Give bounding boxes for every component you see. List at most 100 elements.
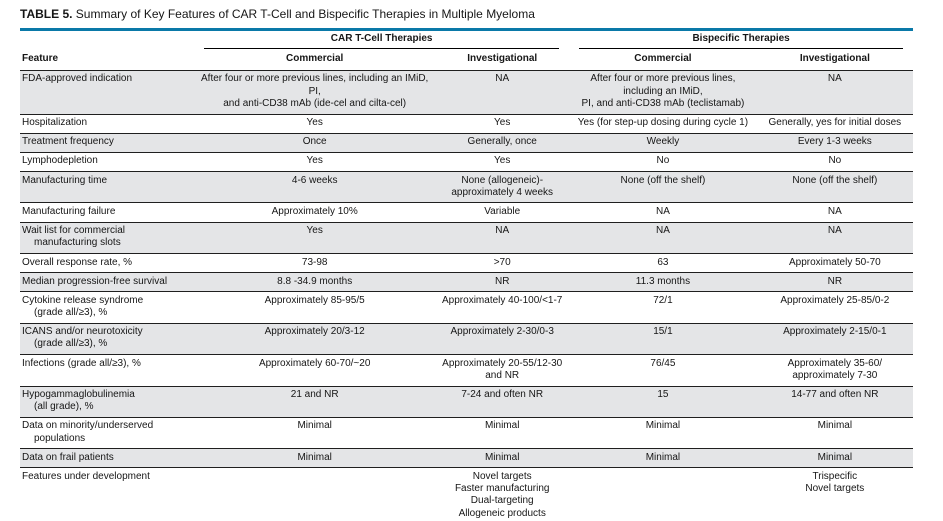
- feature-cell: Data on minority/underserved populations: [22, 420, 154, 444]
- value-cell: Minimal: [817, 420, 853, 432]
- value-cell: 76/45: [650, 357, 676, 369]
- value-cell: NR: [494, 275, 510, 287]
- value-cell: 15: [657, 389, 669, 401]
- value-cell: Approximately 50-70: [788, 256, 881, 268]
- value-cell: Minimal: [645, 420, 681, 432]
- value-cell: NA: [655, 225, 670, 237]
- value-cell: None (allogeneic)- approximately 4 weeks: [451, 174, 554, 198]
- value-cell: Approximately 40-100/<1-7: [442, 294, 563, 306]
- value-cell: Minimal: [484, 451, 520, 463]
- feature-cell: Data on frail patients: [22, 451, 114, 463]
- value-cell: Yes: [306, 225, 323, 237]
- value-cell: 7-24 and often NR: [461, 389, 544, 401]
- value-cell: Minimal: [817, 451, 853, 463]
- value-cell: Approximately 20-55/12-30 and NR: [442, 357, 563, 381]
- value-cell: Approximately 2-30/0-3: [450, 326, 554, 338]
- group-header-car-t-label: CAR T-Cell Therapies: [204, 31, 560, 49]
- value-cell: After four or more previous lines, inclu…: [581, 73, 745, 109]
- column-header-cart-commercial: Commercial: [286, 52, 344, 64]
- feature-cell: Manufacturing failure: [22, 205, 116, 217]
- table-row: ICANS and/or neurotoxicity (grade all/≥3…: [20, 323, 913, 355]
- group-header-car-t: CAR T-Cell Therapies: [194, 31, 569, 49]
- value-cell: Approximately 25-85/0-2: [780, 294, 890, 306]
- table-title-label: TABLE 5.: [20, 7, 73, 21]
- table-container: CAR T-Cell Therapies Bispecific Therapie…: [20, 27, 913, 521]
- table-row: Manufacturing time 4-6 weeks None (allogen…: [20, 171, 913, 203]
- table-row: FDA-approved indication After four or mor…: [20, 70, 913, 115]
- feature-cell: Hypogammaglobulinemia (all grade), %: [22, 389, 135, 413]
- value-cell: >70: [493, 256, 511, 268]
- value-cell: NA: [827, 225, 842, 237]
- feature-cell: Overall response rate, %: [22, 256, 133, 268]
- table-title-text: Summary of Key Features of CAR T-Cell an…: [75, 7, 535, 21]
- page: TABLE 5. Summary of Key Features of CAR …: [20, 7, 913, 521]
- feature-cell: FDA-approved indication: [22, 73, 133, 85]
- value-cell: NA: [827, 205, 842, 217]
- value-cell: Minimal: [297, 451, 332, 463]
- value-cell: Novel targets Faster manufacturing Dual-…: [454, 470, 550, 519]
- value-cell: Yes: [306, 155, 323, 167]
- feature-cell: ICANS and/or neurotoxicity (grade all/≥3…: [22, 326, 143, 350]
- value-cell: Once: [302, 136, 327, 148]
- value-cell: Yes: [306, 117, 323, 129]
- table-body: FDA-approved indication After four or mor…: [20, 70, 913, 521]
- value-cell: Approximately 35-60/ approximately 7-30: [787, 357, 883, 381]
- table-row: Hypogammaglobulinemia (all grade), % 21 a…: [20, 386, 913, 418]
- column-header-cart-investigational: Investigational: [467, 52, 538, 64]
- value-cell: Approximately 20/3-12: [264, 326, 365, 338]
- table-row: Wait list for commercial manufacturing s…: [20, 222, 913, 254]
- feature-cell: Manufacturing time: [22, 174, 108, 186]
- value-cell: Yes (for step-up dosing during cycle 1): [577, 117, 749, 129]
- value-cell: Yes: [494, 155, 511, 167]
- value-cell: Generally, once: [467, 136, 537, 148]
- feature-cell: Cytokine release syndrome (grade all/≥3)…: [22, 294, 144, 319]
- table-row: Infections (grade all/≥3), % Approximatel…: [20, 355, 913, 387]
- table-row: Manufacturing failure Approximately 10% Va…: [20, 203, 913, 223]
- value-cell: Approximately 60-70/~20: [258, 357, 371, 369]
- value-cell: After four or more previous lines, inclu…: [201, 73, 429, 109]
- table-row: Overall response rate, % 73-98 >70 63 Approx…: [20, 254, 913, 273]
- value-cell: Every 1-3 weeks: [797, 136, 872, 148]
- feature-cell: Features under development: [22, 470, 150, 482]
- value-cell: 8.8 -34.9 months: [277, 275, 353, 287]
- value-cell: No: [828, 155, 842, 167]
- feature-cell: Lymphodepletion: [22, 155, 98, 167]
- value-cell: Approximately 2-15/0-1: [783, 326, 887, 338]
- table-title: TABLE 5. Summary of Key Features of CAR …: [20, 7, 913, 23]
- column-header-bispecific-investigational: Investigational: [799, 52, 870, 64]
- value-cell: NA: [827, 73, 842, 85]
- value-cell: No: [656, 155, 670, 167]
- value-cell: 11.3 months: [635, 275, 691, 287]
- group-header-row: CAR T-Cell Therapies Bispecific Therapie…: [20, 31, 913, 49]
- value-cell: 21 and NR: [290, 389, 339, 401]
- value-cell: Variable: [484, 205, 521, 217]
- value-cell: Minimal: [645, 451, 681, 463]
- table-row: Data on minority/underserved populations…: [20, 417, 913, 449]
- value-cell: None (off the shelf): [792, 174, 878, 186]
- value-cell: NA: [495, 73, 510, 85]
- value-cell: 15/1: [653, 326, 673, 338]
- table-row: Median progression-free survival 8.8 -34.…: [20, 272, 913, 292]
- value-cell: NA: [655, 205, 670, 217]
- table-row: Lymphodepletion Yes Yes No No: [20, 152, 913, 172]
- value-cell: Approximately 10%: [271, 205, 358, 217]
- value-cell: Yes: [494, 117, 511, 129]
- value-cell: Weekly: [646, 136, 680, 148]
- group-header-spacer: [20, 31, 194, 49]
- column-header-feature: Feature: [22, 52, 59, 64]
- summary-table: CAR T-Cell Therapies Bispecific Therapie…: [20, 31, 913, 521]
- value-cell: NR: [827, 275, 843, 287]
- table-row: Treatment frequency Once Generally, once We…: [20, 133, 913, 153]
- group-header-bispecific-label: Bispecific Therapies: [579, 31, 903, 49]
- value-cell: 72/1: [653, 294, 673, 306]
- value-cell: Minimal: [484, 420, 520, 432]
- group-header-bispecific: Bispecific Therapies: [569, 31, 913, 49]
- feature-cell: Wait list for commercial manufacturing s…: [22, 225, 125, 249]
- value-cell: Trispecific Novel targets: [805, 470, 865, 495]
- value-cell: [569, 468, 757, 521]
- value-cell: 14-77 and often NR: [791, 389, 879, 401]
- table-row: Hospitalization Yes Yes Yes (for step-up do…: [20, 114, 913, 134]
- value-cell: 73-98: [301, 256, 328, 268]
- table-row: Cytokine release syndrome (grade all/≥3)…: [20, 292, 913, 324]
- value-cell: Approximately 85-95/5: [264, 294, 365, 306]
